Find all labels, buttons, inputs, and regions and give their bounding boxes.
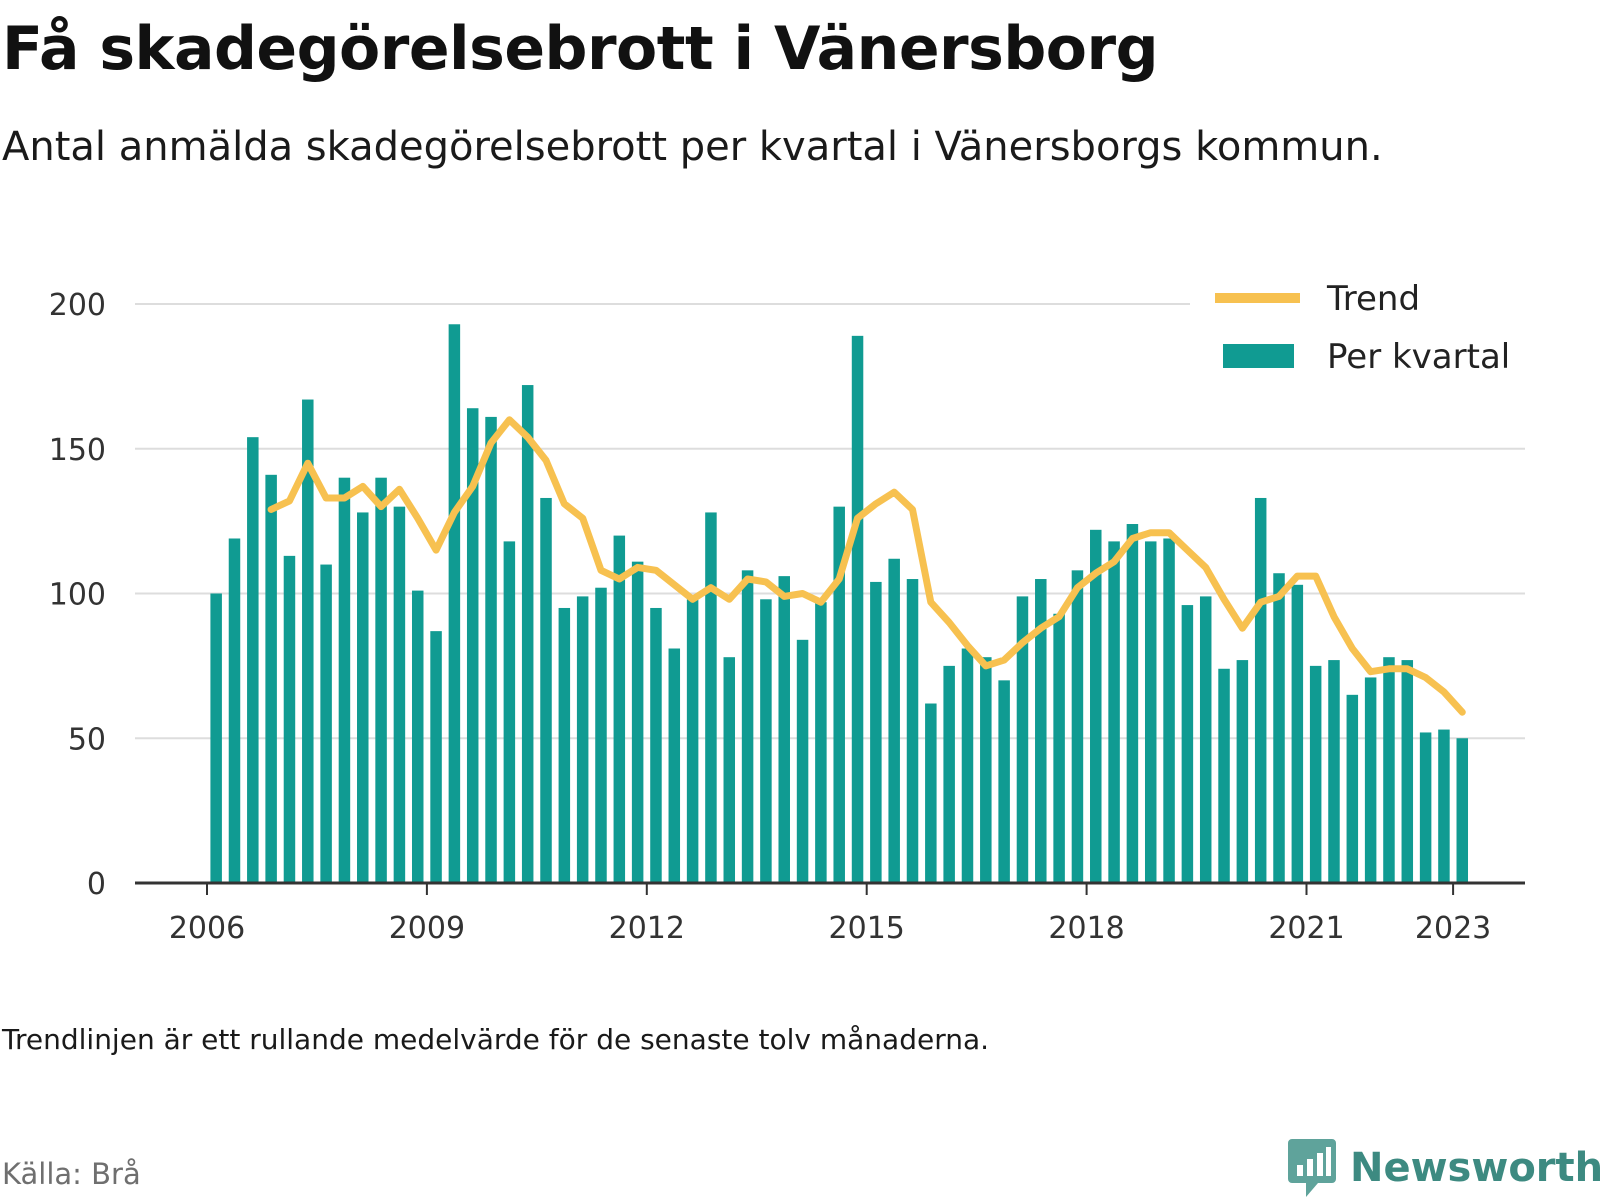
bar	[943, 665, 955, 883]
brand-logo[interactable]: Newsworthy	[1288, 1136, 1600, 1200]
bar	[1163, 538, 1175, 883]
bar	[338, 477, 351, 883]
bar	[961, 648, 974, 883]
bar	[503, 541, 516, 883]
x-tick-label: 2023	[1415, 911, 1491, 946]
bar	[1419, 732, 1432, 883]
bar	[357, 512, 369, 883]
y-tick-label: 0	[87, 867, 106, 902]
y-axis-labels: 0 50 100 150 200	[49, 288, 106, 902]
bar	[778, 576, 790, 883]
y-tick-label: 200	[49, 288, 106, 323]
bar	[1438, 729, 1450, 883]
bar	[1383, 657, 1395, 883]
x-tick-label: 2021	[1268, 911, 1344, 946]
bar	[925, 703, 937, 883]
bar	[650, 607, 662, 883]
bar	[631, 561, 644, 883]
trend-series	[267, 416, 1466, 716]
bar	[1236, 660, 1249, 883]
bar	[815, 602, 827, 883]
bar	[723, 657, 736, 883]
newsworthy-logo-icon	[1288, 1139, 1336, 1197]
y-tick-label: 100	[49, 578, 106, 613]
bar	[1254, 497, 1267, 883]
bar	[283, 555, 296, 883]
legend-bar-label: Per kvartal	[1327, 337, 1510, 377]
bar	[1291, 584, 1304, 883]
bar	[430, 631, 442, 883]
bar	[1401, 660, 1414, 883]
bar	[595, 587, 607, 883]
trend-line	[267, 416, 1466, 716]
bar	[1053, 613, 1065, 883]
source-credit: Källa: Brå	[2, 1157, 141, 1191]
bar	[888, 558, 900, 883]
bar	[1328, 660, 1340, 883]
bar	[411, 590, 424, 883]
y-tick-label: 50	[68, 722, 106, 757]
bar	[540, 497, 552, 883]
chart: 2006 2009 2012 2015 2018 2021 2023 0 50 100 150 20…	[48, 272, 1526, 946]
bar	[576, 596, 589, 883]
x-tick-label: 2015	[829, 911, 905, 946]
bar	[760, 599, 772, 883]
bar	[1199, 596, 1212, 883]
bar	[686, 599, 699, 883]
legend-bar-swatch	[1223, 344, 1294, 368]
x-tick-label: 2012	[609, 911, 685, 946]
bar	[1273, 573, 1285, 883]
bar	[613, 535, 626, 883]
bar	[851, 335, 864, 884]
bar	[302, 399, 314, 883]
chart-note: Trendlinjen är ett rullande medelvärde f…	[2, 1023, 990, 1056]
bar	[1016, 596, 1029, 883]
bar	[1456, 738, 1469, 883]
bar	[980, 657, 992, 883]
legend-background	[1190, 272, 1526, 388]
brand-name: Newsworthy	[1350, 1145, 1600, 1191]
bar	[1346, 694, 1359, 883]
bar	[265, 474, 277, 883]
bar	[375, 477, 387, 883]
x-tick-label: 2018	[1048, 911, 1124, 946]
bar	[870, 581, 882, 883]
x-axis: 2006 2009 2012 2015 2018 2021 2023	[135, 881, 1525, 946]
bar	[668, 648, 681, 883]
bar	[1035, 579, 1047, 883]
bar	[558, 607, 571, 883]
bar	[228, 538, 241, 883]
x-tick-label: 2009	[389, 911, 465, 946]
bar	[393, 506, 406, 883]
bar	[906, 579, 919, 883]
bar	[448, 324, 461, 883]
bar	[796, 639, 809, 883]
bar	[466, 408, 479, 883]
bar	[320, 564, 332, 883]
bar	[1090, 529, 1102, 883]
bar	[485, 416, 497, 883]
bar	[210, 593, 222, 883]
bar	[1181, 605, 1194, 883]
x-tick-label: 2006	[169, 911, 245, 946]
y-tick-label: 150	[49, 433, 106, 468]
bar	[1218, 668, 1230, 883]
bar-series	[210, 324, 1469, 884]
bar	[247, 437, 259, 883]
legend-trend-label: Trend	[1326, 279, 1420, 319]
bar	[833, 506, 845, 883]
chart-subtitle: Antal anmälda skadegörelsebrott per kvar…	[2, 124, 1383, 170]
legend: Trend Per kvartal	[1190, 272, 1526, 388]
bar	[1309, 665, 1322, 883]
bar	[1126, 524, 1139, 883]
bar	[741, 570, 754, 883]
bar	[521, 385, 534, 883]
bar	[998, 680, 1010, 883]
bar	[1144, 541, 1157, 883]
chart-title: Få skadegörelsebrott i Vänersborg	[2, 14, 1159, 84]
bar	[1364, 677, 1377, 883]
bar	[705, 512, 717, 883]
bar	[1108, 541, 1120, 883]
bar	[1071, 570, 1084, 883]
